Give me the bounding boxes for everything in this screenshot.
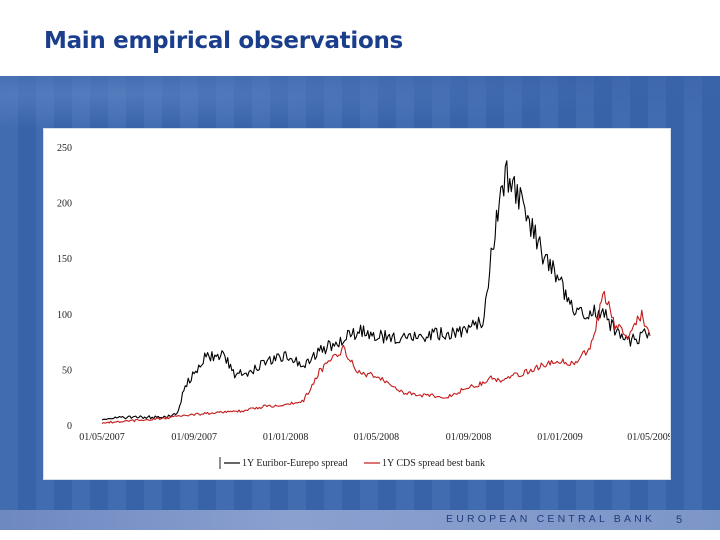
x-tick-label: 01/01/2008 xyxy=(263,432,309,443)
slide-title: Main empirical observations xyxy=(44,28,403,54)
y-tick-label: 200 xyxy=(57,199,72,210)
footer-organization: EUROPEAN CENTRAL BANK xyxy=(446,513,656,525)
y-tick-label: 100 xyxy=(57,310,72,321)
x-tick-label: 01/05/2007 xyxy=(79,432,125,443)
y-tick-label: 50 xyxy=(62,365,72,376)
y-tick-label: 150 xyxy=(57,254,72,265)
chart-legend: 1Y Euribor-Eurepo spread 1Y CDS spread be… xyxy=(219,457,485,469)
x-tick-label: 01/05/2008 xyxy=(354,432,400,443)
x-tick-label: 01/01/2009 xyxy=(537,432,583,443)
y-tick-label: 0 xyxy=(67,421,72,432)
x-tick-labels: 01/05/2007 01/09/2007 01/01/2008 01/05/2008… xyxy=(79,432,670,443)
y-tick-labels: 0 50 100 150 200 250 xyxy=(57,143,72,432)
y-tick-label: 250 xyxy=(57,143,72,154)
series-lines xyxy=(101,160,651,424)
legend-label-2: 1Y CDS spread best bank xyxy=(382,458,485,469)
footer-strip xyxy=(0,510,720,530)
x-tick-label: 01/09/2007 xyxy=(171,432,217,443)
chart-panel: 0 50 100 150 200 250 01/05/2007 01/09/2007 01/0… xyxy=(44,129,670,479)
x-tick-label: 01/05/2009 xyxy=(627,432,670,443)
series-line-1 xyxy=(101,160,651,421)
band-decoration xyxy=(0,76,720,136)
x-tick-label: 01/09/2008 xyxy=(446,432,492,443)
page-number: 5 xyxy=(676,514,683,526)
series-line-2 xyxy=(101,290,651,424)
legend-label-1: 1Y Euribor-Eurepo spread xyxy=(242,458,348,469)
